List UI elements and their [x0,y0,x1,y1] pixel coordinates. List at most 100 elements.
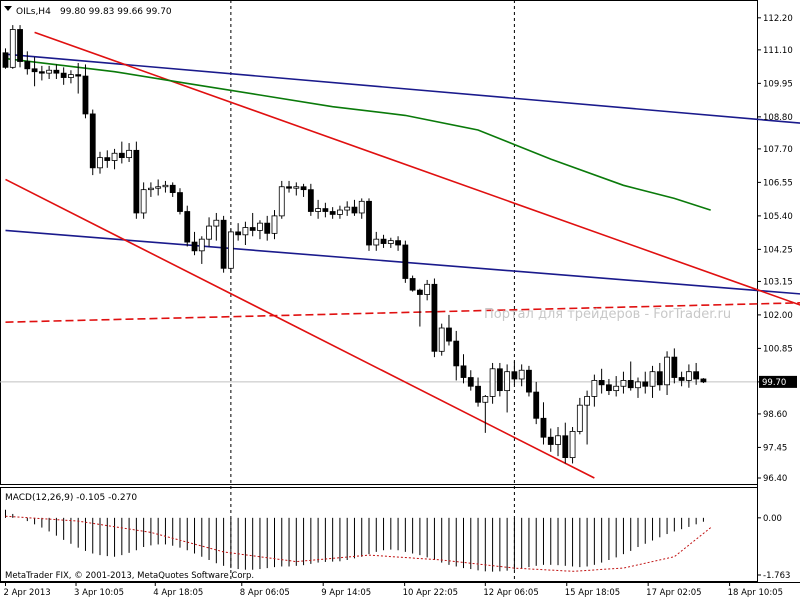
candle-body [300,186,307,191]
candle-body [126,149,132,159]
y-tick-label: 104.25 [763,245,793,255]
candle-body [206,225,212,240]
candle-body [75,74,82,77]
moving-average-line [5,57,711,211]
candle-body [518,369,525,380]
x-tick-label: 4 Apr 18:05 [153,588,203,598]
candle-body [17,29,23,62]
y-tick-label: 105.40 [763,212,793,222]
candle-body [118,152,125,159]
candle-body [213,219,220,227]
candle-body [68,74,74,78]
candle-body [504,371,511,392]
y-tick-label: 96.40 [763,474,787,484]
candle-body [584,396,590,406]
macd-indicator-label: MACD(12,26,9) -0.105 -0.270 [5,493,137,503]
candle-body [235,231,242,236]
candle-body [337,209,343,215]
y-tick-label: 108.80 [763,113,793,123]
candle-body [293,186,300,189]
candle-body [685,371,692,381]
watermark-text: Портал для трейдеров - ForTrader.ru [484,307,731,322]
candle-body [606,384,612,392]
candle-body [438,327,445,352]
candle-body [671,356,678,378]
candle-body [147,187,154,191]
y-tick-label: 106.55 [763,178,793,188]
candle-body [169,184,176,193]
candle-body [315,208,322,212]
candle-body [227,231,234,269]
candle-body [635,381,641,389]
candle-body [373,238,380,246]
candle-body [446,327,452,342]
y-tick-label: 98.60 [763,410,787,420]
candle-body [358,200,365,214]
candle-body [591,380,598,397]
candle-body [184,211,191,243]
x-tick-label: 17 Apr 02:05 [646,588,701,598]
x-tick-label: 8 Apr 06:05 [240,588,290,598]
chart-lines [5,31,800,479]
candles [2,25,707,464]
candle-body [496,368,503,392]
candle-body [155,186,162,189]
candle-body [613,385,620,392]
candle-body [402,244,409,279]
y-tick-label: 109.95 [763,79,793,89]
current-price-label: 99.70 [762,378,786,388]
y-tick-label: 0.00 [763,514,782,524]
candle-body [257,222,263,231]
candle-body [307,189,314,212]
copyright-text: MetaTrader FIX, © 2001-2013, MetaQuotes … [5,571,254,581]
candle-body [460,365,467,378]
candle-body [111,152,118,161]
candle-body [511,371,518,380]
candle-body [540,417,547,438]
macd-histogram [5,509,712,572]
candle-body [642,381,649,387]
candle-body [351,206,358,214]
x-tick-label: 12 Apr 06:05 [483,588,538,598]
y-tick-label: 102.00 [763,311,793,321]
candle-body [620,380,627,387]
chart-ohlc-header: 99.80 99.83 99.66 99.70 [60,7,172,17]
candle-body [97,157,103,169]
candle-body [482,396,489,403]
macd-pane-frame [0,487,758,582]
trend-line [5,178,595,479]
axis-ticks: 112.20 111.10 109.95 108.80 107.70 106.55 105.… [4,14,793,598]
x-tick-label: 15 Apr 18:05 [565,588,620,598]
candle-body [177,192,183,212]
candle-body [198,238,205,252]
macd-signal-line [5,515,712,572]
candle-body [344,206,351,211]
candle-body [162,184,169,188]
trend-line [5,229,800,295]
candle-body [366,200,372,246]
candle-body [409,278,416,291]
candle-body [46,69,53,74]
candle-body [329,211,336,215]
candle-body [53,69,60,74]
y-tick-label: 97.45 [763,443,787,453]
candle-body [598,380,605,386]
candle-body [395,240,401,246]
chevron-down-icon[interactable] [4,6,12,11]
candle-body [562,435,569,459]
candle-body [569,430,576,459]
candle-body [678,377,685,381]
candle-body [533,391,540,419]
x-tick-label: 10 Apr 22:05 [403,588,458,598]
candle-body [475,385,481,403]
candle-body [467,377,474,387]
candle-body [60,72,67,78]
candle-body [242,227,249,236]
candle-body [278,186,285,217]
y-tick-label: 107.70 [763,145,793,155]
candle-body [31,68,38,73]
candle-body [104,157,111,161]
y-tick-label: 100.85 [763,344,793,354]
x-tick-label: 9 Apr 14:05 [321,588,371,598]
